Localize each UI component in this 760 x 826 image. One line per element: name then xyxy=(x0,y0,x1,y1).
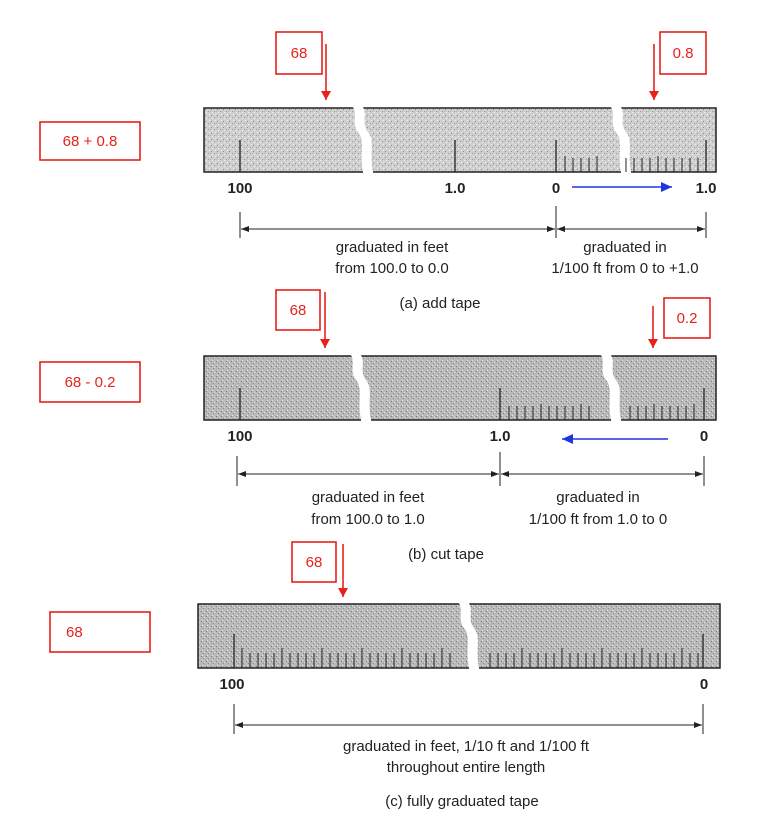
marker-box xyxy=(663,297,711,339)
caption: (a) add tape xyxy=(400,295,481,312)
tick-label-1-0-end: 1.0 xyxy=(696,180,717,197)
tick-label-0: 0 xyxy=(700,428,708,445)
reading-box xyxy=(49,611,151,653)
tape-c xyxy=(197,603,721,669)
tick-label-100: 100 xyxy=(227,428,252,445)
marker-value: 0.2 xyxy=(677,310,698,327)
caption: (c) fully graduated tape xyxy=(385,793,538,810)
fine-graduations xyxy=(564,156,699,172)
span-label: graduated in feet xyxy=(312,489,425,506)
span-label: graduated in feet, 1/10 ft and 1/100 ft xyxy=(343,738,590,755)
span-label: from 100.0 to 1.0 xyxy=(311,511,424,528)
span-label: graduated in xyxy=(556,489,639,506)
fine-graduations xyxy=(241,648,699,668)
panel-b-cut-tape: 100 1.0 0 graduated in feet from 100.0 t… xyxy=(39,289,717,563)
panel-a-add-tape: 100 1.0 0 1.0 graduated in feet from 100… xyxy=(39,31,717,312)
span-label: 1/100 ft from 0 to +1.0 xyxy=(551,260,698,277)
difference-value: 68 - 0.2 xyxy=(65,374,116,391)
difference-box xyxy=(39,361,141,403)
marker-box xyxy=(291,541,337,583)
panel-c-fully-graduated-tape: 100 0 graduated in feet, 1/10 ft and 1/1… xyxy=(49,541,721,810)
tick-label-100: 100 xyxy=(219,676,244,693)
tick-label-0: 0 xyxy=(700,676,708,693)
marker-box xyxy=(275,289,321,331)
tick-label-1-0: 1.0 xyxy=(445,180,466,197)
span-label: throughout entire length xyxy=(387,759,545,776)
marker-box xyxy=(275,31,323,75)
reading-value: 68 xyxy=(66,624,83,641)
fine-graduations xyxy=(508,404,695,420)
tape-break xyxy=(598,352,622,424)
span-label: graduated in feet xyxy=(336,239,449,256)
sum-box xyxy=(39,121,141,161)
tape-break xyxy=(348,352,372,424)
span-label: 1/100 ft from 1.0 to 0 xyxy=(529,511,667,528)
tape-break xyxy=(350,104,374,176)
marker-box xyxy=(659,31,707,75)
tape-a xyxy=(203,107,717,173)
sum-value: 68 + 0.8 xyxy=(63,133,118,150)
tape-break xyxy=(456,600,480,672)
tick-label-1-0: 1.0 xyxy=(490,428,511,445)
tick-label-0: 0 xyxy=(552,180,560,197)
tape-b xyxy=(203,355,717,421)
marker-value: 68 xyxy=(290,302,307,319)
marker-value: 68 xyxy=(306,554,323,571)
span-label: from 100.0 to 0.0 xyxy=(335,260,448,277)
span-label: graduated in xyxy=(583,239,666,256)
marker-value: 0.8 xyxy=(673,45,694,62)
caption: (b) cut tape xyxy=(408,546,484,563)
marker-value: 68 xyxy=(291,45,308,62)
tick-label-100: 100 xyxy=(227,180,252,197)
